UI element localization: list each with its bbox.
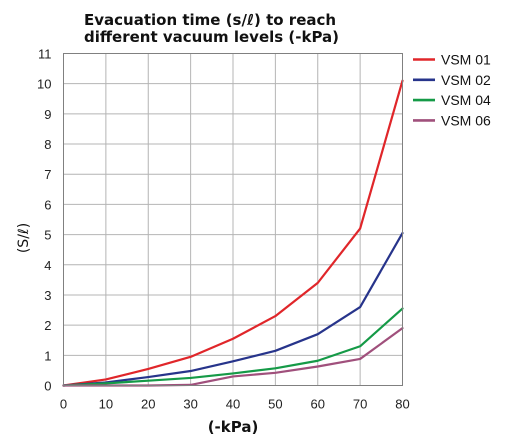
legend: VSM 01 VSM 02 VSM 04 VSM 06 bbox=[413, 52, 491, 128]
legend-label: VSM 01 bbox=[441, 52, 491, 68]
x-tick-label: 40 bbox=[226, 397, 240, 412]
y-tick-label: 6 bbox=[44, 197, 51, 212]
x-tick-label: 0 bbox=[60, 397, 67, 412]
y-tick-label: 10 bbox=[37, 77, 51, 92]
x-tick-label: 70 bbox=[353, 397, 367, 412]
legend-label: VSM 02 bbox=[441, 72, 491, 88]
tick-labels: 0 10 20 30 40 50 60 70 80 0 1 2 3 4 5 6 7 8 9 10 11 bbox=[37, 47, 410, 412]
x-tick-label: 60 bbox=[311, 397, 325, 412]
y-tick-label: 7 bbox=[44, 167, 51, 182]
chart-title-line-1: Evacuation time (s/ℓ) to reach bbox=[84, 11, 336, 29]
x-tick-label: 20 bbox=[141, 397, 155, 412]
x-tick-label: 50 bbox=[268, 397, 282, 412]
y-tick-label: 9 bbox=[44, 107, 51, 122]
x-axis-label: (-kPa) bbox=[208, 418, 259, 436]
y-tick-label: 0 bbox=[44, 379, 51, 394]
x-tick-label: 30 bbox=[183, 397, 197, 412]
y-axis-label: (S/ℓ) bbox=[16, 223, 32, 253]
series-line-vsm-02 bbox=[62, 231, 404, 387]
chart-title-line-2: different vacuum levels (-kPa) bbox=[84, 28, 339, 46]
x-tick-label: 80 bbox=[395, 397, 409, 412]
legend-label: VSM 06 bbox=[441, 112, 491, 128]
y-tick-label: 8 bbox=[44, 137, 51, 152]
series-line-vsm-04 bbox=[62, 307, 404, 387]
series-line-vsm-01 bbox=[62, 79, 404, 387]
plot-frame bbox=[63, 53, 403, 386]
legend-label: VSM 04 bbox=[441, 92, 491, 108]
y-tick-label: 11 bbox=[38, 47, 52, 62]
y-tick-label: 4 bbox=[44, 258, 51, 273]
y-tick-label: 3 bbox=[44, 288, 51, 303]
y-tick-label: 5 bbox=[44, 228, 51, 243]
y-tick-label: 2 bbox=[44, 318, 51, 333]
grid bbox=[63, 53, 403, 386]
y-tick-label: 1 bbox=[44, 348, 51, 363]
x-tick-label: 10 bbox=[99, 397, 113, 412]
